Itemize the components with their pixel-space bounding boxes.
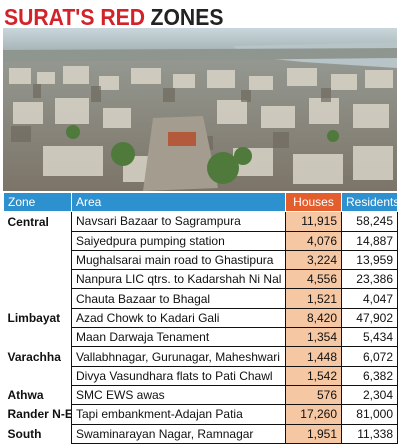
page-title: SURAT'S RED ZONES (4, 3, 223, 31)
area-cell: Azad Chowk to Kadari Gali (71, 307, 286, 329)
table-row: Nanpura LIC qtrs. to Kadarshah Ni Nal 4,5… (3, 269, 398, 290)
houses-cell: 1,448 (285, 346, 342, 367)
houses-cell: 8,420 (285, 307, 342, 329)
houses-cell: 1,521 (285, 288, 342, 309)
table-row: Maan Darwaja Tenament 1,354 5,434 (3, 327, 398, 348)
residents-cell: 2,304 (341, 384, 398, 406)
houses-cell: 576 (285, 384, 342, 406)
table-row: Divya Vasundhara flats to Pati Chawl 1,54… (3, 365, 398, 386)
residents-cell: 5,434 (341, 327, 398, 348)
zone-cell: Rander N-E (3, 404, 72, 425)
residents-cell: 4,047 (341, 288, 398, 309)
area-cell: Nanpura LIC qtrs. to Kadarshah Ni Nal (71, 269, 286, 290)
red-zones-table: Zone Area Houses Residents Central Navsar… (3, 191, 398, 444)
title-red-part: SURAT'S RED (4, 4, 146, 30)
area-cell: Tapi embankment-Adajan Patia (71, 404, 286, 425)
residents-cell: 6,382 (341, 365, 398, 386)
zone-cell (3, 366, 72, 386)
residents-cell: 47,902 (341, 307, 398, 329)
zone-cell (3, 288, 72, 309)
houses-cell: 1,354 (285, 327, 342, 348)
table-row: Chauta Bazaar to Bhagal 1,521 4,047 (3, 288, 398, 309)
area-cell: Vallabhnagar, Gurunagar, Maheshwari (71, 346, 286, 367)
zone-cell: Limbayat (3, 308, 72, 328)
table-row: Rander N-E Tapi embankment-Adajan Patia 17… (3, 404, 398, 425)
houses-cell: 1,542 (285, 365, 342, 386)
zone-cell: Central (3, 211, 72, 232)
area-cell: Mughalsarai main road to Ghastipura (71, 249, 286, 271)
table-row: Central Navsari Bazaar to Sagrampura 11,91… (3, 211, 398, 232)
houses-cell: 4,556 (285, 269, 342, 290)
residents-cell: 6,072 (341, 346, 398, 367)
zone-cell: Athwa (3, 385, 72, 405)
table-row: Limbayat Azad Chowk to Kadari Gali 8,420 47… (3, 307, 398, 329)
residents-cell: 58,245 (341, 211, 398, 232)
residents-cell: 13,959 (341, 249, 398, 271)
infographic: SURAT'S RED ZONES (3, 3, 398, 444)
table-row: Varachha Vallabhnagar, Gurunagar, Maheshw… (3, 346, 398, 367)
column-header-residents: Residents (341, 191, 398, 213)
residents-cell: 81,000 (341, 404, 398, 425)
column-header-houses: Houses (285, 191, 342, 213)
table-header-row: Zone Area Houses Residents (3, 191, 398, 213)
aerial-city-photo (3, 28, 397, 191)
area-cell: Saiyedpura pumping station (71, 230, 286, 251)
column-header-zone: Zone (3, 191, 72, 213)
zone-cell (3, 231, 72, 251)
area-cell: Chauta Bazaar to Bhagal (71, 288, 286, 309)
table-row: Mughalsarai main road to Ghastipura 3,224… (3, 249, 398, 271)
title-black-part: ZONES (150, 4, 224, 30)
area-cell: Navsari Bazaar to Sagrampura (71, 211, 286, 232)
zone-cell (3, 269, 72, 289)
area-cell: SMC EWS awas (71, 384, 286, 406)
zone-cell (3, 250, 72, 270)
houses-cell: 17,260 (285, 404, 342, 425)
table-row: Athwa SMC EWS awas 576 2,304 (3, 384, 398, 406)
houses-cell: 4,076 (285, 230, 342, 251)
houses-cell: 3,224 (285, 249, 342, 271)
residents-cell: 23,386 (341, 269, 398, 290)
table-row: Saiyedpura pumping station 4,076 14,887 (3, 230, 398, 251)
column-header-area: Area (71, 191, 286, 213)
zone-cell (3, 327, 72, 347)
area-cell: Maan Darwaja Tenament (71, 327, 286, 348)
zone-cell: Varachha (3, 346, 72, 367)
residents-cell: 14,887 (341, 230, 398, 251)
houses-cell: 11,915 (285, 211, 342, 232)
area-cell: Divya Vasundhara flats to Pati Chawl (71, 365, 286, 386)
